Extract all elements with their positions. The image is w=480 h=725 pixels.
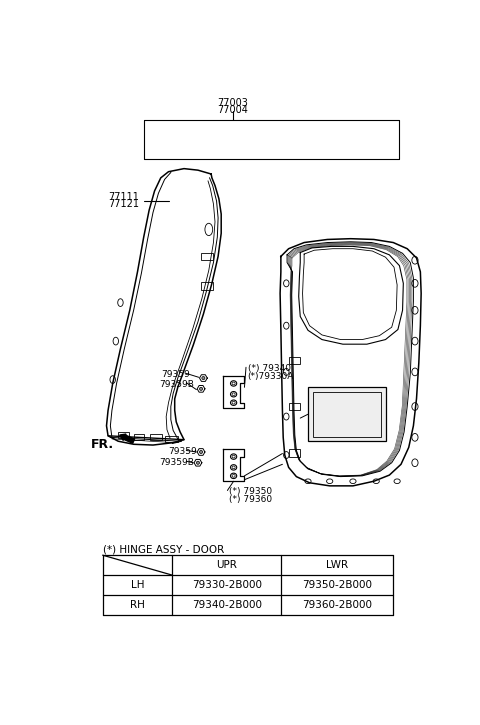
Text: 79330-2B000: 79330-2B000	[192, 580, 262, 590]
Bar	[308, 387, 385, 442]
Text: LH: LH	[131, 580, 144, 590]
Bar	[150, 434, 162, 440]
Ellipse shape	[196, 461, 200, 464]
Text: 77004: 77004	[217, 104, 248, 115]
Bar	[201, 282, 214, 289]
Bar	[201, 252, 214, 260]
Text: (*) HINGE ASSY - DOOR: (*) HINGE ASSY - DOOR	[103, 544, 224, 555]
Ellipse shape	[200, 387, 203, 390]
Text: (*) 79340: (*) 79340	[248, 364, 290, 373]
Bar	[288, 402, 300, 410]
Text: FR.: FR.	[91, 438, 114, 451]
Text: 79359B: 79359B	[159, 458, 194, 467]
Bar	[288, 449, 300, 457]
Bar	[166, 436, 178, 442]
Bar	[312, 392, 381, 436]
Text: UPR: UPR	[216, 560, 237, 570]
Text: 77121: 77121	[108, 199, 139, 209]
Text: (*) 79360: (*) 79360	[229, 495, 272, 504]
Text: 79359: 79359	[168, 447, 197, 456]
Text: 79340-2B000: 79340-2B000	[192, 600, 262, 610]
Text: RH: RH	[130, 600, 145, 610]
Text: 77003: 77003	[217, 98, 248, 108]
Text: 79359: 79359	[161, 370, 190, 379]
FancyArrow shape	[120, 434, 134, 443]
Bar	[133, 434, 144, 439]
Text: 79350-2B000: 79350-2B000	[301, 580, 372, 590]
Text: 79359B: 79359B	[159, 380, 194, 389]
Bar	[118, 432, 129, 438]
Text: LWR: LWR	[325, 560, 348, 570]
Ellipse shape	[200, 450, 203, 454]
Text: (*) 79350: (*) 79350	[229, 487, 272, 497]
Text: (*)79330A: (*)79330A	[248, 372, 294, 381]
Text: 79360-2B000: 79360-2B000	[301, 600, 372, 610]
Text: 77111: 77111	[108, 191, 139, 202]
Bar	[288, 357, 300, 364]
Ellipse shape	[202, 376, 205, 380]
